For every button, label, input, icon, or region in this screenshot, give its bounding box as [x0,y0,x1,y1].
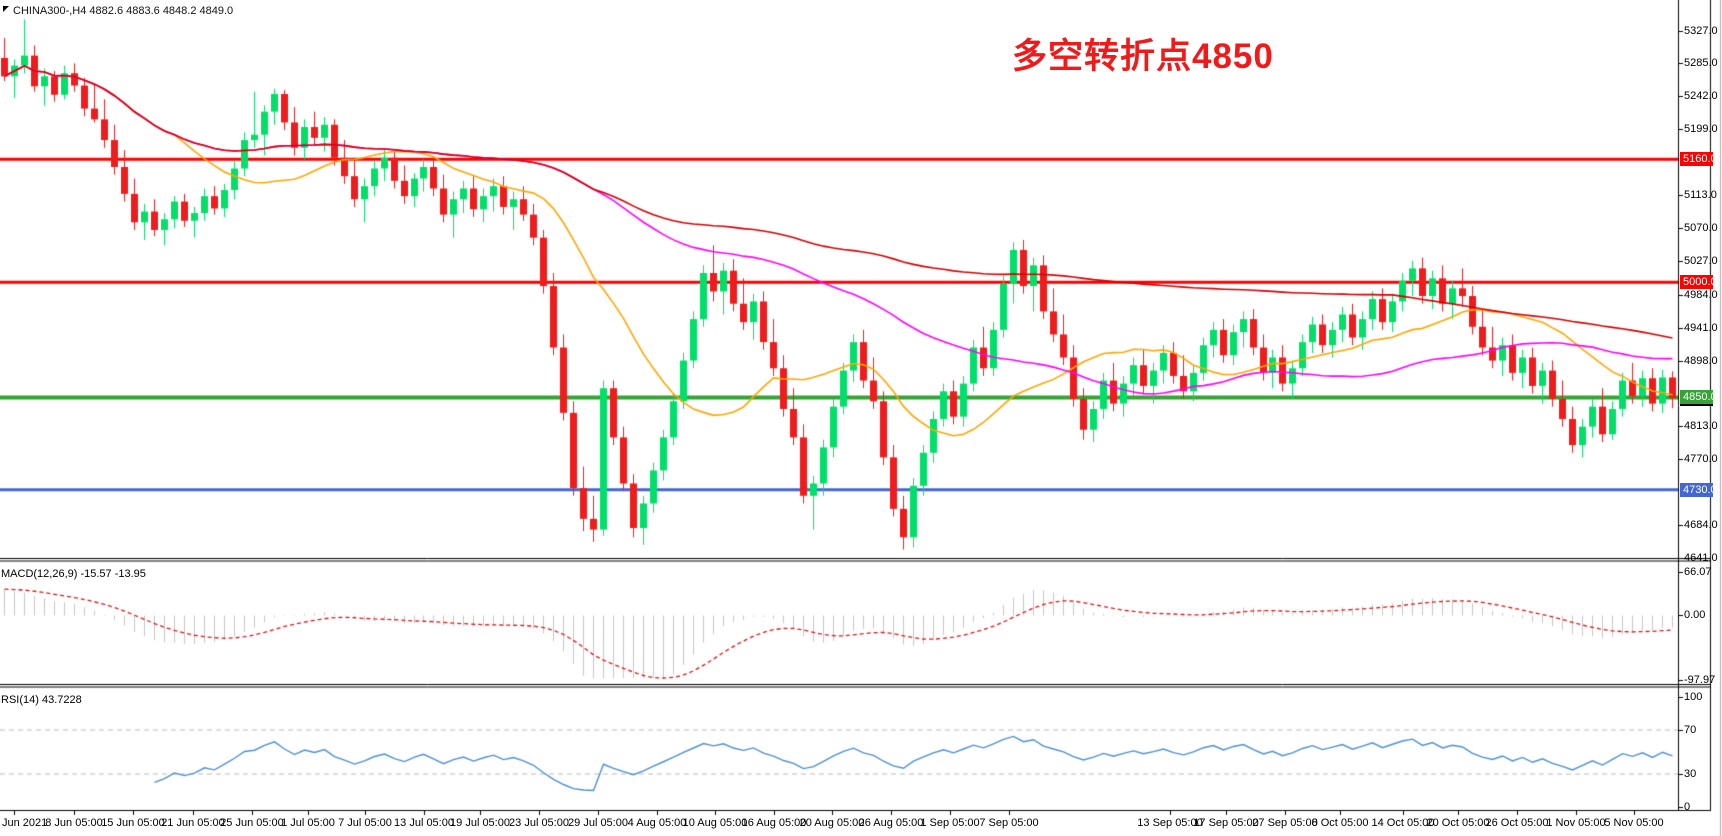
rsi-axis-tick: 70 [1684,724,1697,736]
macd-axis-tick: -97.97 [1684,674,1716,686]
price-axis-tick: 5199.0 [1684,123,1718,135]
hline-price-label: 5160.0 [1680,152,1717,166]
date-axis-label: 17 Sep 05:00 [1193,817,1259,829]
date-axis-label: 13 Jul 05:00 [394,817,454,829]
date-axis-label: 25 Jun 05:00 [220,817,284,829]
date-axis-label: 20 Oct 05:00 [1426,817,1490,829]
rsi-indicator-label: RSI(14) 43.7228 [1,694,82,706]
annotation-text: 多空转折点4850 [1012,37,1274,76]
price-axis-tick: 4898.0 [1684,355,1718,367]
price-axis-tick: 5070.0 [1684,222,1718,234]
price-axis-tick: 5285.0 [1684,57,1718,69]
date-axis-label: 5 Nov 05:00 [1604,817,1664,829]
date-axis-label: 26 Aug 05:00 [858,817,924,829]
date-axis-label: 1 Sep 05:00 [920,817,980,829]
macd-indicator-label: MACD(12,26,9) -15.57 -13.95 [1,568,146,580]
price-axis-tick: 5242.0 [1684,90,1718,102]
date-axis-label: 15 Jun 05:00 [101,817,165,829]
rsi-axis-tick: 30 [1684,768,1697,780]
price-axis-tick: 4770.0 [1684,453,1718,465]
hline-price-label: 4730.0 [1680,483,1717,497]
date-axis-label: 13 Sep 05:00 [1137,817,1203,829]
date-axis-label: Jun 2021 [2,817,48,829]
date-axis-label: 8 Oct 05:00 [1311,817,1369,829]
price-axis-tick: 4984.0 [1684,289,1718,301]
date-axis-label: 27 Sep 05:00 [1252,817,1318,829]
date-axis-label: 19 Jul 05:00 [450,817,510,829]
symbol-ohlc-label: CHINA300-,H4 4882.6 4883.6 4848.2 4849.0 [13,5,234,17]
date-axis-label: 26 Oct 05:00 [1485,817,1549,829]
rsi-axis-tick: 0 [1684,801,1691,813]
date-axis-label: 7 Sep 05:00 [979,817,1039,829]
date-axis-label: 4 Aug 05:00 [627,817,687,829]
date-axis-label: 21 Jun 05:00 [161,817,225,829]
date-axis-label: 10 Aug 05:00 [682,817,748,829]
price-axis-tick: 5327.0 [1684,25,1718,37]
date-axis-label: 1 Jul 05:00 [281,817,335,829]
price-axis-tick: 5027.0 [1684,255,1718,267]
date-axis-label: 1 Nov 05:00 [1546,817,1606,829]
price-axis-tick: 4641.0 [1684,552,1718,564]
date-axis-label: 8 Jun 05:00 [45,817,103,829]
date-axis-label: 23 Jul 05:00 [509,817,569,829]
hline-price-label: 4850.0 [1680,390,1717,404]
price-axis-tick: 4813.0 [1684,420,1718,432]
macd-axis-tick: 66.07 [1684,566,1712,578]
hline-price-label: 5000.0 [1680,275,1717,289]
date-axis-label: 20 Aug 05:00 [799,817,865,829]
price-axis-tick: 4684.0 [1684,519,1718,531]
date-axis-label: 29 Jul 05:00 [568,817,628,829]
date-axis-label: 16 Aug 05:00 [741,817,807,829]
expand-arrow-icon[interactable] [3,6,9,12]
macd-axis-tick: 0.00 [1684,609,1706,621]
price-axis-tick: 5113.0 [1684,189,1717,201]
rsi-axis-tick: 100 [1684,691,1703,703]
date-axis-label: 7 Jul 05:00 [338,817,392,829]
price-axis-tick: 4941.0 [1684,322,1718,334]
date-axis-label: 14 Oct 05:00 [1371,817,1435,829]
